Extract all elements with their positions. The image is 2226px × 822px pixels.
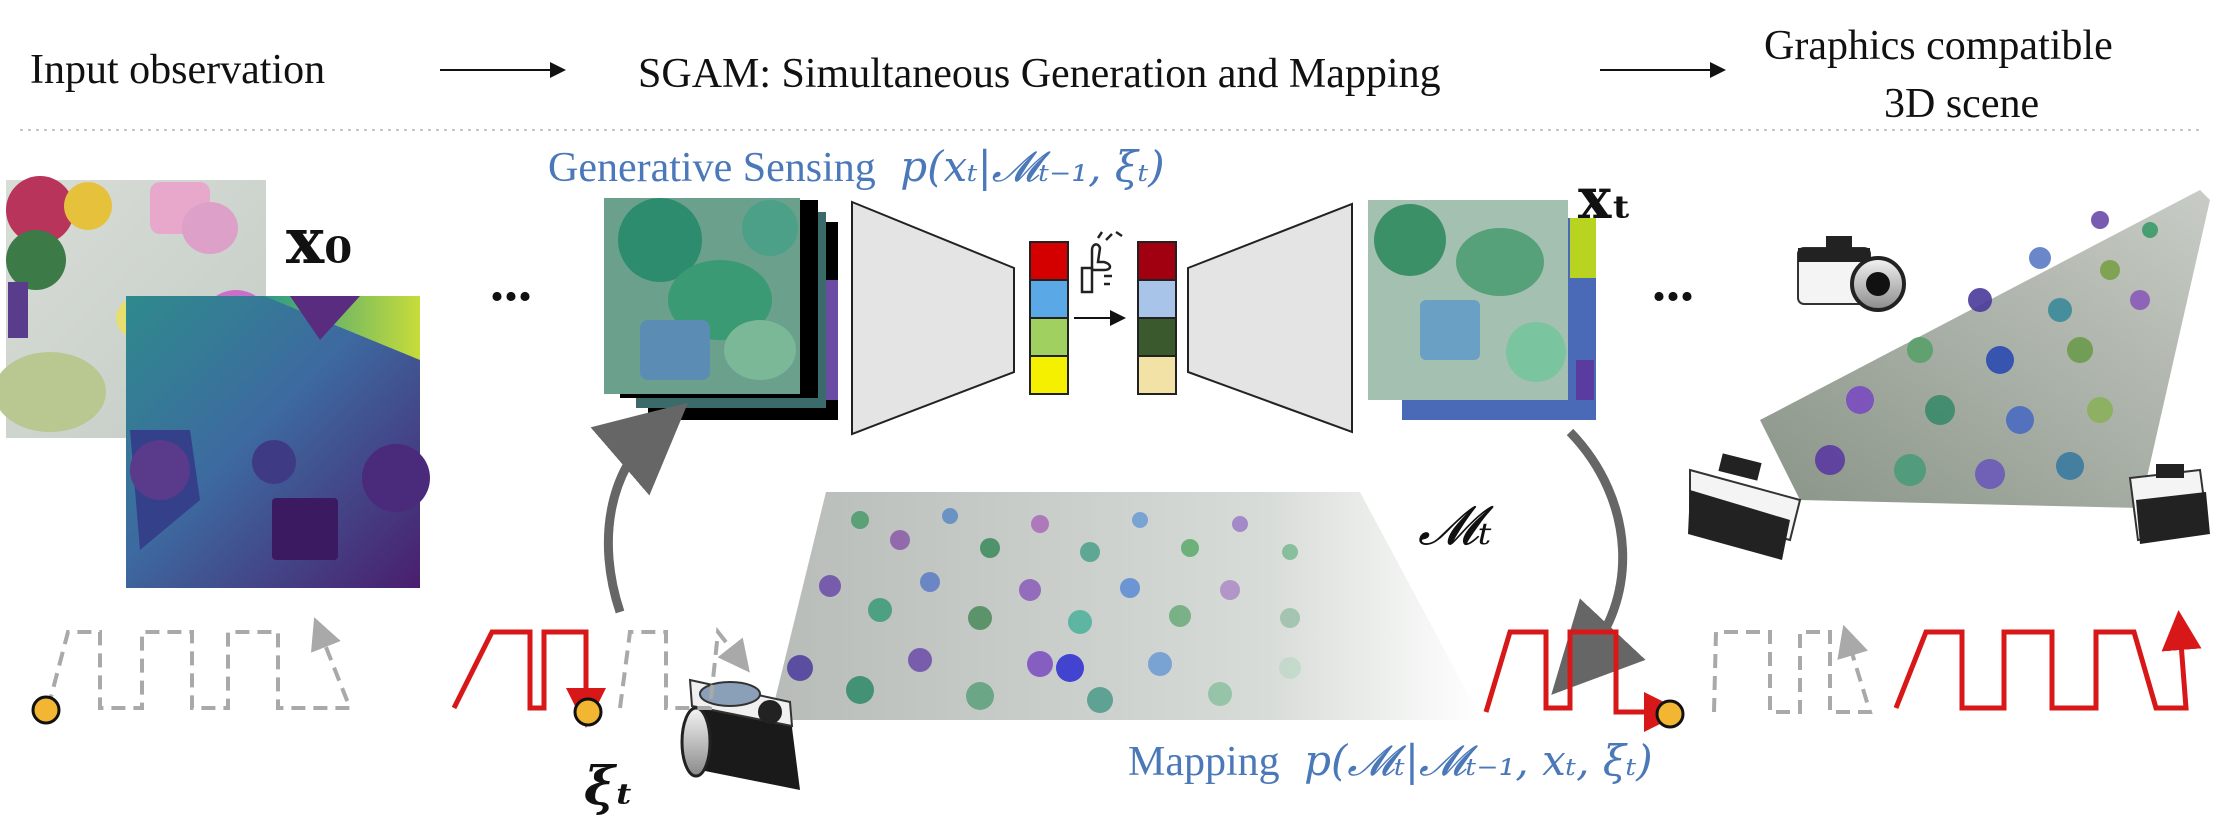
trajectory-mapping-active <box>1483 629 1684 732</box>
mapping-formula: p(𝓜ₜ|𝓜ₜ₋₁, xₜ, ξₜ) <box>1304 736 1653 785</box>
pose-marker-mapping <box>1655 699 1685 729</box>
global-map-mt <box>770 492 1482 720</box>
generative-sensing-text: Generative Sensing <box>548 145 876 191</box>
trajectory-middle-active <box>451 629 606 728</box>
generative-sensing-formula: p(xₜ|𝓜ₜ₋₁, ξₜ) <box>900 142 1165 191</box>
header-sgam-title: SGAM: Simultaneous Generation and Mappin… <box>638 51 1441 97</box>
trajectory-input <box>46 617 353 710</box>
trajectory-middle-future <box>618 626 750 710</box>
latent-output-stack <box>1137 241 1177 395</box>
generative-sensing-label: Generative Sensing p(xₜ|𝓜ₜ₋₁, ξₜ) <box>548 142 1165 192</box>
mapping-text: Mapping <box>1128 739 1280 785</box>
latent-input-stack <box>1029 241 1069 395</box>
thumbs-up-icon <box>1080 230 1123 294</box>
sensing-output-stack <box>1368 200 1596 420</box>
symbol-x0: x₀ <box>286 204 353 279</box>
output-3d-scene <box>1760 190 2210 508</box>
header-input-observation: Input observation <box>30 47 326 93</box>
trajectory-mapping-future <box>1712 624 1873 714</box>
ellipsis-left: ... <box>490 251 532 313</box>
encoder-block <box>851 200 1015 436</box>
ellipsis-right: ... <box>1652 251 1694 313</box>
header-output-line1: Graphics compatible <box>1764 23 2113 69</box>
camera-icon-bottom <box>680 678 800 790</box>
camera-icon-scene-top <box>1797 236 1906 312</box>
symbol-mt: 𝓜ₜ <box>1418 494 1492 557</box>
arrow-output-to-map <box>1551 428 1646 695</box>
header-output-line2: 3D scene <box>1884 81 2040 127</box>
mapping-label: Mapping p(𝓜ₜ|𝓜ₜ₋₁, xₜ, ξₜ) <box>1128 736 1653 786</box>
pose-marker-input <box>31 695 61 725</box>
camera-icon-scene-left <box>1688 453 1802 560</box>
trajectory-output <box>1893 610 2202 711</box>
pose-marker-middle <box>573 697 603 727</box>
decoder-block <box>1187 202 1353 434</box>
arrow-map-to-sensing <box>590 402 689 614</box>
sensing-input-stack <box>604 198 838 420</box>
input-depth-map <box>126 296 430 588</box>
symbol-xit: ξₜ <box>584 756 635 817</box>
camera-icon-scene-right <box>2128 464 2210 544</box>
